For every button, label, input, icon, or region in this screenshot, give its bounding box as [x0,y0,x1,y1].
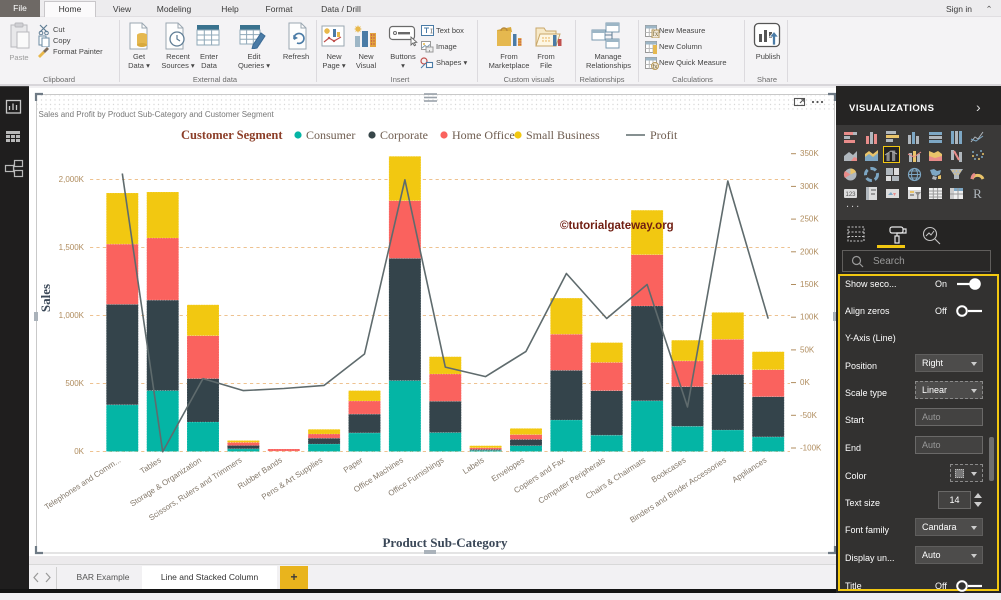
svg-text:300K: 300K [800,182,819,191]
svg-text:0K: 0K [74,447,84,456]
svg-text:100K: 100K [800,313,819,322]
svg-text:-100K: -100K [800,444,822,453]
svg-text:Sales and Profit by Product Su: Sales and Profit by Product Sub-Category… [39,110,275,119]
svg-text:250K: 250K [800,215,819,224]
svg-text:R: R [973,186,982,201]
svg-text:fx: fx [653,30,659,38]
svg-text:Sales: Sales [38,284,53,312]
svg-text:Small Business: Small Business [526,128,600,142]
svg-text:-50K: -50K [800,411,818,420]
svg-text:2,000K: 2,000K [59,175,85,184]
svg-text:©tutorialgateway.org: ©tutorialgateway.org [560,220,674,232]
svg-text:Consumer: Consumer [306,128,355,142]
svg-text:1,000K: 1,000K [59,311,85,320]
svg-text:fx: fx [652,64,658,71]
svg-text:Home Office: Home Office [452,128,515,142]
svg-text:Profit: Profit [650,128,678,142]
svg-text:1,500K: 1,500K [59,243,85,252]
svg-text:350K: 350K [800,149,819,158]
svg-text:Corporate: Corporate [380,128,428,142]
svg-text:500K: 500K [65,379,84,388]
svg-text:123: 123 [845,192,856,198]
svg-text:150K: 150K [800,280,819,289]
svg-text:0K: 0K [800,378,810,387]
svg-text:200K: 200K [800,247,819,256]
svg-text:Product Sub-Category: Product Sub-Category [382,535,508,550]
svg-text:50K: 50K [800,345,815,354]
svg-text:Customer Segment: Customer Segment [181,128,283,142]
